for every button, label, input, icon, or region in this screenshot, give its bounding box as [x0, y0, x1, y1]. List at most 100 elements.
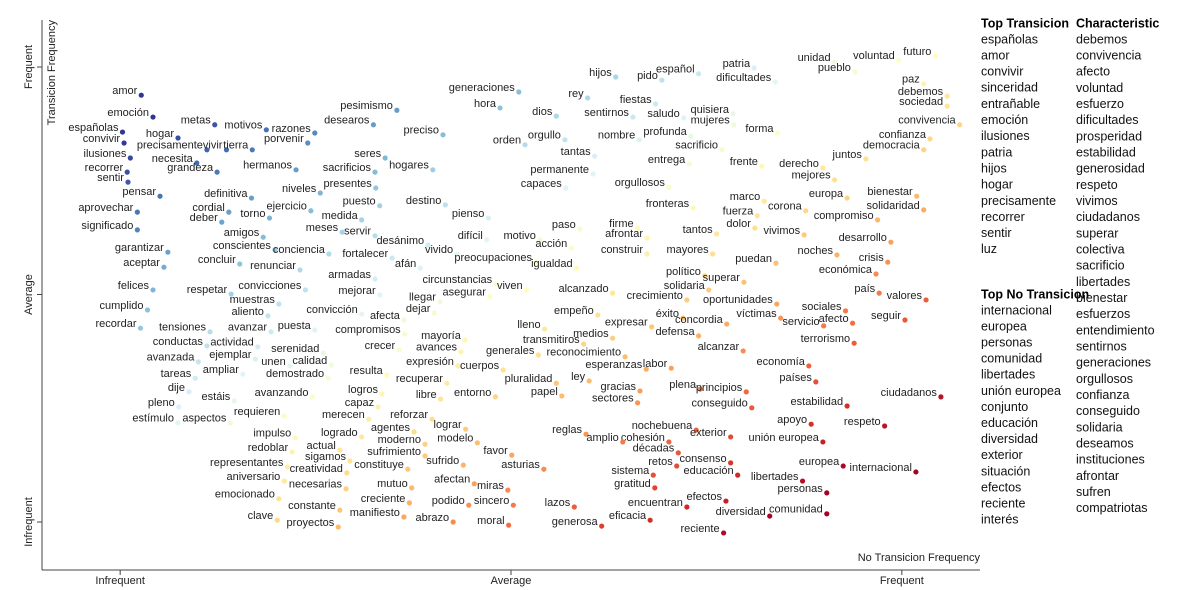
term-label: conductas	[153, 336, 204, 348]
term-point	[659, 77, 665, 83]
term-label: compromiso	[814, 210, 874, 222]
list-term: esfuerzos	[1076, 307, 1130, 321]
term-label: puesto	[343, 196, 376, 208]
list-term: solidaria	[1076, 420, 1123, 434]
term-label: defensa	[655, 326, 695, 338]
term-label: moral	[477, 515, 505, 527]
term-point	[590, 171, 596, 177]
term-label: dije	[168, 382, 185, 394]
term-label: preciso	[404, 125, 439, 137]
term-label: seguir	[871, 310, 901, 322]
list-term: entendimiento	[1076, 323, 1155, 337]
term-point	[207, 329, 213, 335]
term-label: felices	[118, 280, 150, 292]
term-point	[585, 95, 591, 101]
term-point	[821, 323, 827, 329]
term-point	[373, 185, 379, 191]
term-point	[921, 81, 927, 87]
term-point	[394, 107, 400, 113]
term-label: economía	[757, 356, 806, 368]
term-point	[724, 321, 730, 327]
list-term: entrañable	[981, 97, 1040, 111]
term-label: sacrificios	[323, 162, 372, 174]
term-label: afectan	[434, 474, 470, 486]
term-point	[409, 485, 415, 491]
term-label: agentes	[371, 422, 411, 434]
term-label: convicción	[306, 304, 357, 316]
list-term: patria	[981, 145, 1012, 159]
term-label: derecho	[779, 158, 819, 170]
term-point	[610, 290, 616, 296]
y-tick-label: Average	[23, 274, 35, 315]
term-point	[824, 511, 830, 517]
term-point	[873, 271, 879, 277]
term-label: recuperar	[396, 373, 443, 385]
term-point	[274, 517, 280, 523]
term-label: ampliar	[203, 364, 239, 376]
term-label: conscientes	[213, 240, 272, 252]
term-point	[674, 463, 680, 469]
term-point	[268, 329, 274, 335]
term-point	[842, 308, 849, 314]
term-point	[824, 490, 830, 496]
term-label: meses	[306, 222, 339, 234]
term-point	[751, 65, 757, 71]
list-term: conseguido	[1076, 404, 1140, 418]
term-label: hermanos	[243, 160, 292, 172]
term-label: motivos	[224, 120, 262, 132]
term-point	[119, 129, 126, 135]
term-label: garantizar	[115, 242, 164, 254]
term-label: cuerpos	[460, 360, 500, 372]
term-point	[137, 325, 144, 331]
list-term: situación	[981, 464, 1030, 478]
term-point	[644, 251, 650, 257]
term-label: mayoría	[421, 330, 462, 342]
term-label: pluralidad	[505, 373, 553, 385]
term-point	[401, 514, 407, 520]
term-label: podido	[432, 495, 465, 507]
term-point	[214, 169, 220, 175]
term-label: españolas	[68, 122, 119, 134]
term-label: noches	[797, 245, 833, 257]
term-label: estabilidad	[791, 396, 844, 408]
term-point	[710, 251, 716, 257]
term-label: ilusiones	[84, 148, 127, 160]
term-label: esperanzas	[585, 359, 642, 371]
term-point	[637, 388, 643, 394]
term-point	[265, 313, 271, 319]
list-term: voluntad	[1076, 81, 1123, 95]
term-label: concluir	[198, 254, 236, 266]
term-label: conseguido	[691, 398, 747, 410]
term-label: construir	[601, 244, 644, 256]
term-point	[289, 449, 295, 455]
term-label: entrega	[648, 154, 686, 166]
term-label: hogar	[146, 128, 174, 140]
term-point	[377, 203, 383, 209]
term-label: favor	[483, 445, 508, 457]
term-point	[462, 337, 468, 343]
term-label: sufrimiento	[367, 446, 421, 458]
term-point	[921, 147, 927, 153]
term-point	[248, 195, 255, 201]
term-label: ejercicio	[267, 201, 307, 213]
term-point	[723, 498, 729, 504]
term-point	[741, 279, 747, 285]
term-label: destino	[406, 195, 441, 207]
term-point	[559, 393, 565, 399]
y-tick-label: Infrequent	[23, 497, 35, 547]
term-point	[610, 335, 616, 341]
term-label: impulso	[253, 428, 291, 440]
term-label: avances	[416, 342, 457, 354]
list-term: luz	[981, 242, 997, 256]
term-point	[379, 391, 385, 397]
term-point	[212, 122, 218, 128]
term-label: necesarias	[289, 479, 343, 491]
term-label: personas	[778, 483, 824, 495]
term-point	[636, 137, 642, 143]
term-point	[157, 193, 163, 199]
term-point	[957, 122, 963, 128]
term-label: creciente	[361, 493, 406, 505]
term-label: proyectos	[287, 517, 335, 529]
term-label: principios	[696, 382, 743, 394]
list-term: sacrificio	[1076, 259, 1125, 273]
